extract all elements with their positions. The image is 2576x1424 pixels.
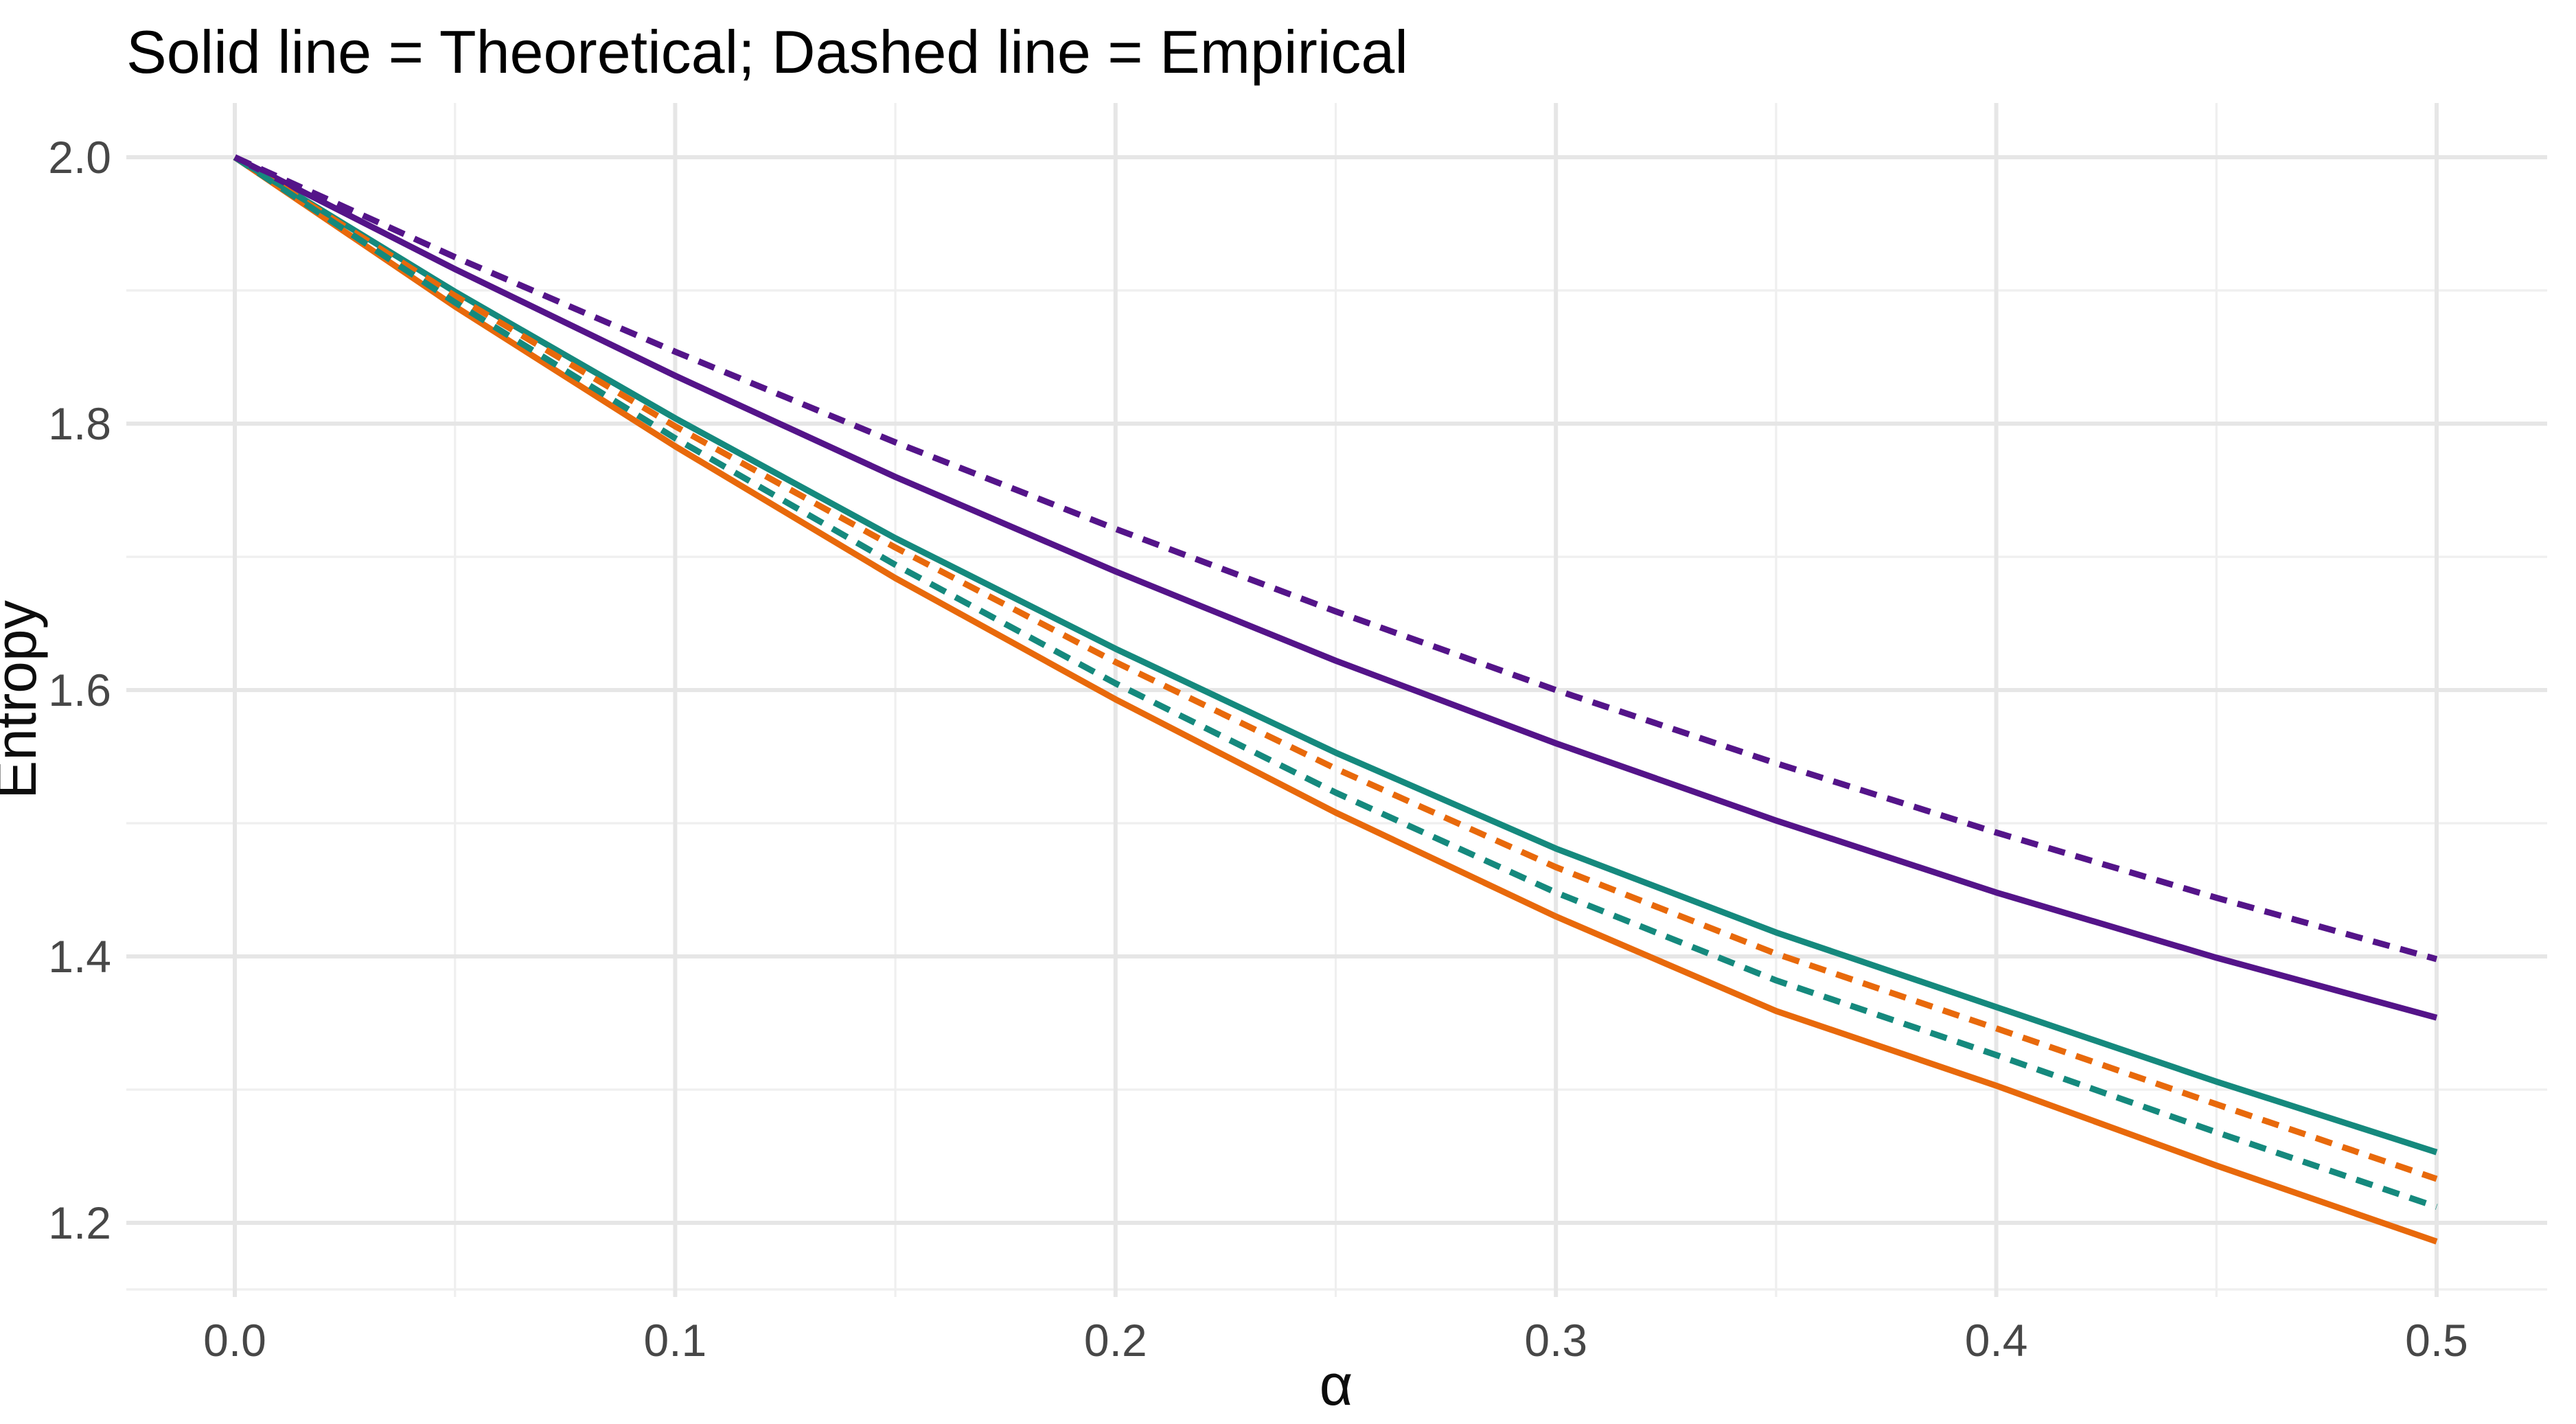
x-tick-label: 0.0 [203,1315,266,1366]
y-tick-label: 1.8 [48,398,111,449]
y-tick-label: 1.6 [48,665,111,715]
chart-title: Solid line = Theoretical; Dashed line = … [126,18,1408,86]
x-tick-label: 0.5 [2405,1315,2468,1366]
y-tick-label: 1.4 [48,931,111,982]
series-line-purple-theoretical [233,154,2438,1021]
series-lines [233,154,2438,1245]
series-line-teal-theoretical [233,154,2438,1156]
series-line-orange-empirical [233,154,2438,1182]
y-tick-label: 2.0 [48,132,111,183]
series-line-orange-theoretical [233,154,2438,1245]
y-tick-label: 1.2 [48,1197,111,1248]
series-line-purple-empirical [233,154,2438,963]
x-tick-label: 0.3 [1524,1315,1587,1366]
y-axis-title: Entropy [0,600,48,799]
x-tick-label: 0.4 [1965,1315,2028,1366]
x-tick-label: 0.1 [644,1315,707,1366]
series-line-teal-empirical [233,154,2438,1210]
tick-labels: 2.0 1.8 1.6 1.4 1.2 0.0 0.1 0.2 0.3 0.4 0.5 [48,132,2468,1366]
x-tick-label: 0.2 [1084,1315,1147,1366]
x-axis-title: α [1320,1353,1353,1417]
